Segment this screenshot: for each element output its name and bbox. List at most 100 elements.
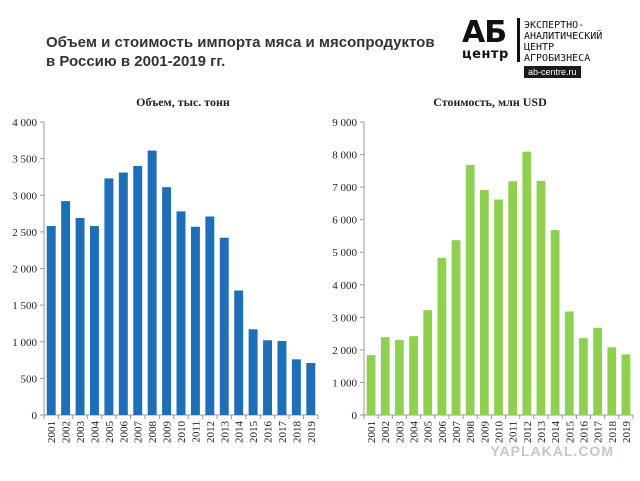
y-tick-label: 3 500 bbox=[12, 154, 37, 166]
x-tick-label: 2012 bbox=[205, 421, 217, 443]
x-tick-label: 2002 bbox=[61, 421, 73, 443]
x-tick-label: 2015 bbox=[564, 421, 576, 444]
bar-2001 bbox=[366, 355, 376, 415]
bar-2003 bbox=[395, 340, 404, 415]
bar-2005 bbox=[104, 178, 114, 415]
x-tick-label: 2010 bbox=[176, 421, 188, 444]
bar-2006 bbox=[437, 257, 447, 415]
x-tick-label: 2014 bbox=[550, 421, 562, 444]
x-tick-label: 2019 bbox=[621, 421, 633, 444]
bar-2014 bbox=[550, 230, 560, 415]
bar-2019 bbox=[306, 362, 316, 415]
logo-url: ab-centre.ru bbox=[524, 66, 581, 78]
bar-2014 bbox=[234, 290, 244, 415]
logo-line-2: АНАЛИТИЧЕСКИЙ bbox=[524, 31, 603, 42]
bar-2001 bbox=[46, 226, 56, 415]
y-tick-label: 6 000 bbox=[332, 215, 357, 227]
logo-org-name: ЭКСПЕРТНО- АНАЛИТИЧЕСКИЙ ЦЕНТР АГРОБИЗНЕ… bbox=[524, 20, 602, 64]
x-tick-label: 2007 bbox=[451, 421, 463, 444]
bar-2016 bbox=[579, 338, 588, 415]
bar-2003 bbox=[75, 217, 85, 415]
logo-line-1: ЭКСПЕРТНО- bbox=[524, 20, 585, 31]
chart-title: Стоимость, млн USD bbox=[433, 95, 547, 109]
x-tick-label: 2014 bbox=[234, 421, 246, 444]
page-title: Объем и стоимость импорта мяса и мясопро… bbox=[46, 33, 435, 71]
bar-2016 bbox=[263, 340, 272, 415]
y-tick-label: 9 000 bbox=[332, 117, 357, 129]
x-tick-label: 2006 bbox=[437, 421, 449, 444]
bar-2011 bbox=[508, 181, 518, 415]
y-tick-label: 7 000 bbox=[332, 182, 357, 194]
x-tick-label: 2019 bbox=[306, 421, 318, 444]
y-tick-label: 2 000 bbox=[12, 264, 37, 276]
x-tick-label: 2002 bbox=[380, 421, 392, 443]
x-tick-label: 2008 bbox=[147, 421, 159, 444]
bar-2008 bbox=[465, 164, 475, 415]
x-tick-label: 2018 bbox=[291, 421, 303, 444]
y-tick-label: 3 000 bbox=[12, 190, 37, 202]
logo-line-4: АГРОБИЗНЕСА bbox=[524, 53, 591, 64]
x-tick-label: 2004 bbox=[89, 421, 101, 444]
x-tick-label: 2015 bbox=[248, 421, 260, 444]
bar-2013 bbox=[219, 237, 229, 415]
bar-2017 bbox=[593, 327, 602, 415]
bar-2004 bbox=[409, 336, 418, 415]
x-tick-label: 2008 bbox=[465, 421, 477, 444]
x-tick-label: 2010 bbox=[494, 421, 506, 444]
bar-2013 bbox=[536, 180, 546, 415]
x-tick-label: 2011 bbox=[508, 421, 520, 443]
bar-2002 bbox=[380, 337, 390, 415]
x-tick-label: 2006 bbox=[118, 421, 130, 444]
x-tick-label: 2007 bbox=[133, 421, 145, 444]
x-tick-label: 2011 bbox=[190, 421, 202, 443]
bar-2002 bbox=[61, 201, 71, 415]
y-tick-label: 8 000 bbox=[332, 150, 357, 162]
y-tick-label: 4 000 bbox=[12, 117, 37, 129]
x-tick-label: 2003 bbox=[75, 421, 87, 444]
bar-2015 bbox=[564, 311, 574, 415]
y-tick-label: 1 000 bbox=[12, 337, 37, 349]
x-tick-label: 2017 bbox=[277, 421, 289, 444]
bar-2008 bbox=[147, 150, 157, 415]
y-tick-label: 2 500 bbox=[12, 227, 37, 239]
y-tick-label: 4 000 bbox=[332, 280, 357, 292]
x-tick-label: 2005 bbox=[104, 421, 116, 444]
bar-2015 bbox=[248, 329, 258, 415]
bar-2005 bbox=[423, 310, 433, 415]
x-tick-label: 2016 bbox=[263, 421, 275, 444]
x-tick-label: 2001 bbox=[366, 421, 378, 443]
title-line-2: в Россию в 2001-2019 гг. bbox=[46, 53, 226, 70]
y-tick-label: 5 000 bbox=[332, 247, 357, 259]
bar-2012 bbox=[522, 151, 532, 415]
bar-2009 bbox=[162, 187, 172, 415]
x-tick-label: 2013 bbox=[219, 421, 231, 444]
bar-2017 bbox=[277, 341, 287, 415]
y-tick-label: 0 bbox=[32, 410, 38, 422]
y-tick-label: 1 500 bbox=[12, 300, 37, 312]
bar-2009 bbox=[479, 190, 489, 415]
y-tick-label: 0 bbox=[352, 410, 358, 422]
x-tick-label: 2017 bbox=[593, 421, 605, 444]
title-line-1: Объем и стоимость импорта мяса и мясопро… bbox=[46, 34, 435, 51]
bar-2007 bbox=[133, 165, 143, 415]
x-tick-label: 2004 bbox=[409, 421, 421, 444]
x-tick-label: 2001 bbox=[46, 421, 58, 443]
bar-2010 bbox=[494, 199, 503, 415]
y-tick-label: 2 000 bbox=[332, 345, 357, 357]
y-tick-label: 3 000 bbox=[332, 312, 357, 324]
x-tick-label: 2005 bbox=[423, 421, 435, 444]
x-tick-label: 2009 bbox=[479, 421, 491, 444]
watermark: YAPLAKAL.COM bbox=[490, 443, 614, 459]
bar-2007 bbox=[451, 240, 461, 415]
ab-centre-logo: АБ центр ЭКСПЕРТНО- АНАЛИТИЧЕСКИЙ ЦЕНТР … bbox=[462, 18, 622, 80]
chart-title: Объем, тыс. тонн bbox=[136, 95, 230, 109]
bar-2019 bbox=[621, 354, 631, 415]
logo-ab-text: АБ bbox=[462, 15, 507, 50]
bar-2010 bbox=[176, 211, 186, 415]
logo-line-3: ЦЕНТР bbox=[524, 42, 555, 53]
bar-2004 bbox=[90, 226, 99, 415]
x-tick-label: 2012 bbox=[522, 421, 534, 443]
x-tick-label: 2016 bbox=[578, 421, 590, 444]
